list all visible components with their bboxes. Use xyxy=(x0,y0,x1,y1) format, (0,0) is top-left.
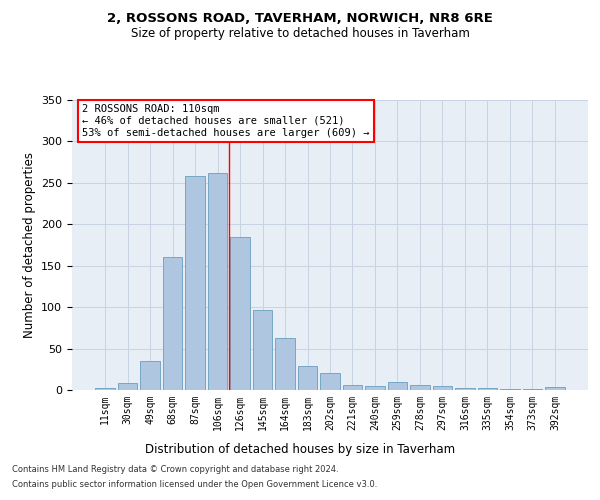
Bar xyxy=(500,389,520,390)
Bar xyxy=(320,374,340,390)
Bar xyxy=(140,361,160,390)
Text: Contains HM Land Registry data © Crown copyright and database right 2024.: Contains HM Land Registry data © Crown c… xyxy=(12,465,338,474)
Bar xyxy=(185,176,205,390)
Bar xyxy=(433,386,452,390)
Bar xyxy=(163,258,182,390)
Bar xyxy=(208,173,227,390)
Bar xyxy=(230,236,250,390)
Text: Contains public sector information licensed under the Open Government Licence v3: Contains public sector information licen… xyxy=(12,480,377,489)
Text: 2, ROSSONS ROAD, TAVERHAM, NORWICH, NR8 6RE: 2, ROSSONS ROAD, TAVERHAM, NORWICH, NR8 … xyxy=(107,12,493,26)
Text: Size of property relative to detached houses in Taverham: Size of property relative to detached ho… xyxy=(131,28,469,40)
Y-axis label: Number of detached properties: Number of detached properties xyxy=(23,152,35,338)
Bar xyxy=(388,382,407,390)
Bar xyxy=(545,386,565,390)
Text: 2 ROSSONS ROAD: 110sqm
← 46% of detached houses are smaller (521)
53% of semi-de: 2 ROSSONS ROAD: 110sqm ← 46% of detached… xyxy=(82,104,370,138)
Bar xyxy=(118,384,137,390)
Bar xyxy=(95,388,115,390)
Bar xyxy=(478,388,497,390)
Bar xyxy=(410,385,430,390)
Bar xyxy=(365,386,385,390)
Bar xyxy=(343,385,362,390)
Bar xyxy=(455,388,475,390)
Bar xyxy=(523,389,542,390)
Bar xyxy=(275,338,295,390)
Bar xyxy=(253,310,272,390)
Bar xyxy=(298,366,317,390)
Text: Distribution of detached houses by size in Taverham: Distribution of detached houses by size … xyxy=(145,442,455,456)
